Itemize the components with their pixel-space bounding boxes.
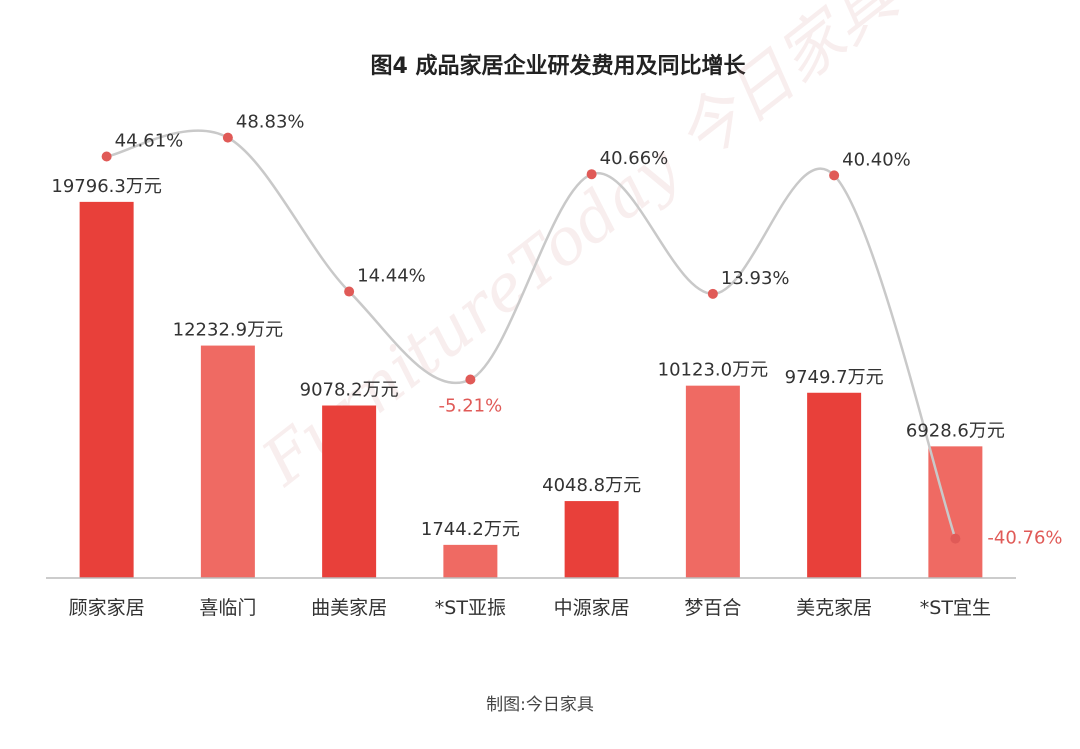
bar-6 (807, 392, 862, 578)
category-label-2: 曲美家居 (311, 597, 387, 619)
category-label-6: 美克家居 (796, 597, 872, 619)
bar-0 (79, 201, 134, 578)
category-label-1: 喜临门 (199, 597, 256, 619)
bar-4 (564, 501, 619, 578)
bar-value-label-7: 6928.6万元 (906, 420, 1005, 441)
category-label-4: 中源家居 (554, 597, 630, 619)
chart-title: 图4 成品家居企业研发费用及同比增长 (370, 54, 746, 79)
bar-2 (322, 405, 377, 578)
bar-value-label-5: 10123.0万元 (658, 360, 768, 381)
growth-label-7: -40.76% (987, 528, 1062, 549)
category-label-3: *ST亚振 (435, 597, 506, 619)
growth-point-7 (950, 533, 961, 544)
bar-group (79, 201, 983, 578)
growth-point-4 (586, 169, 597, 180)
category-label-7: *ST宜生 (920, 597, 991, 619)
bar-value-label-0: 19796.3万元 (51, 176, 161, 197)
growth-point-0 (101, 151, 112, 162)
growth-point-5 (707, 288, 718, 299)
growth-label-1: 48.83% (236, 112, 305, 133)
bar-5 (685, 385, 740, 578)
growth-point-3 (465, 374, 476, 385)
category-label-5: 梦百合 (684, 597, 741, 619)
growth-label-4: 40.66% (600, 148, 669, 169)
growth-label-3: -5.21% (439, 396, 503, 417)
growth-point-2 (344, 286, 355, 297)
bar-7 (928, 446, 983, 578)
growth-label-2: 14.44% (357, 266, 426, 287)
bar-value-label-3: 1744.2万元 (421, 519, 520, 540)
bar-value-label-1: 12232.9万元 (173, 320, 283, 341)
growth-label-0: 44.61% (115, 131, 184, 152)
growth-point-6 (829, 170, 840, 181)
bar-1 (200, 345, 255, 578)
growth-label-5: 13.93% (721, 268, 790, 289)
growth-point-1 (222, 132, 233, 143)
growth-label-6: 40.40% (842, 149, 911, 170)
bar-value-label-2: 9078.2万元 (300, 380, 399, 401)
source-note: 制图:今日家具 (486, 695, 594, 715)
bar-3 (443, 544, 498, 578)
growth-points (101, 132, 961, 544)
bar-value-label-4: 4048.8万元 (542, 475, 641, 496)
category-label-0: 顾家家居 (69, 597, 145, 619)
bar-value-label-6: 9749.7万元 (785, 367, 884, 388)
